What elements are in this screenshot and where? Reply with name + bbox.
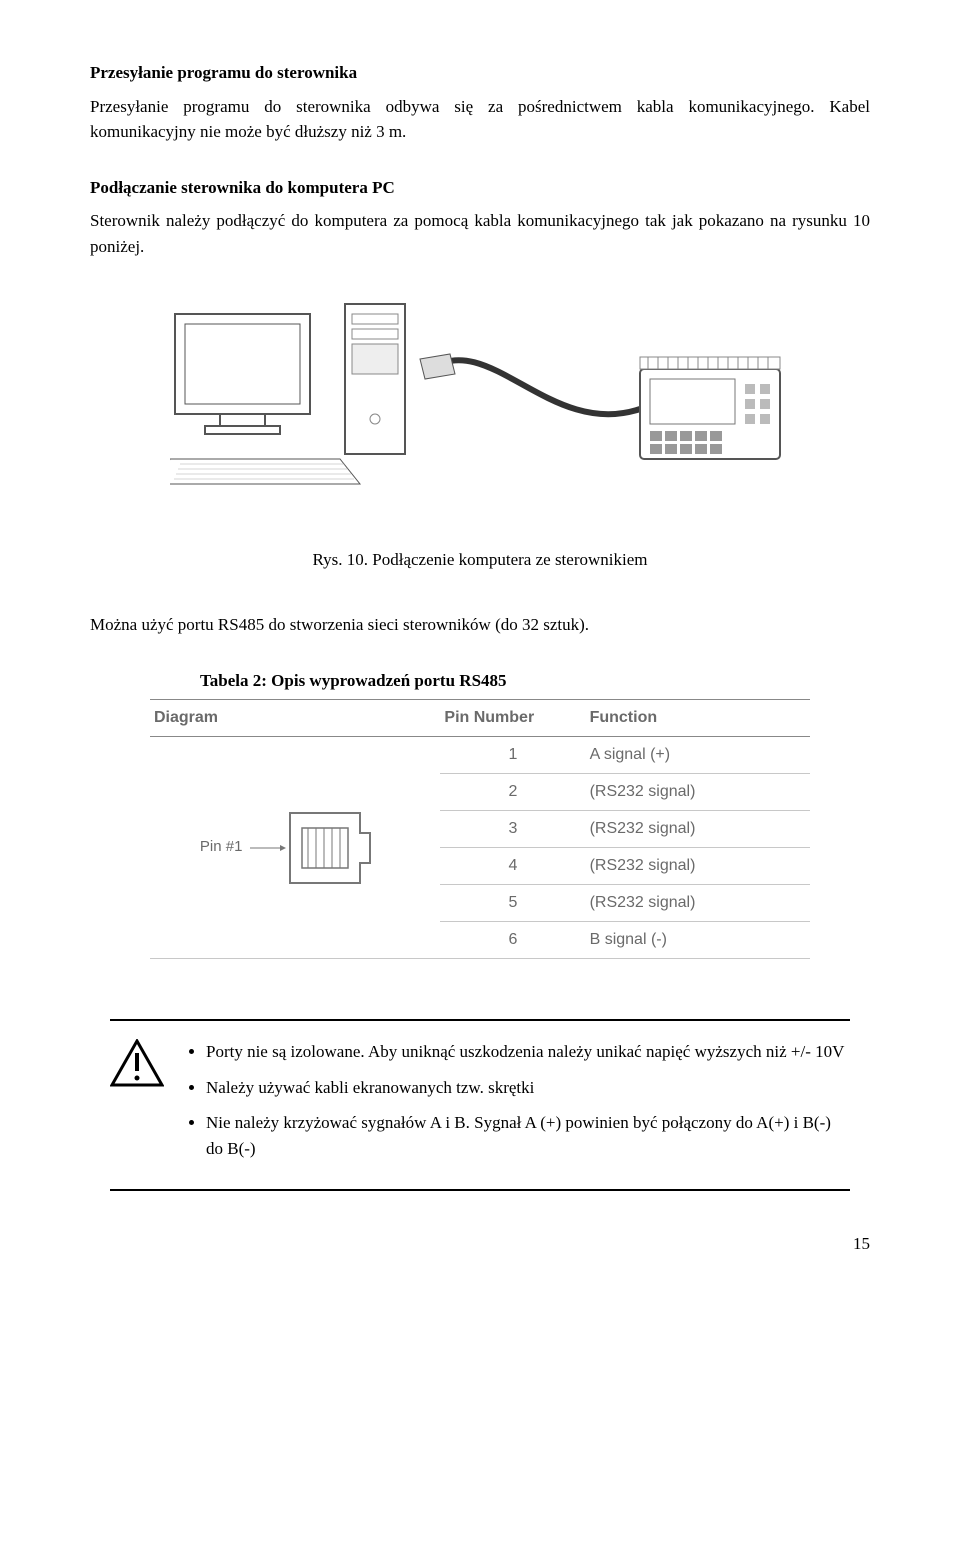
pin-number: 5 — [440, 885, 585, 922]
warning-icon — [110, 1039, 164, 1087]
th-func: Function — [586, 700, 810, 737]
pin-number: 3 — [440, 811, 585, 848]
pin-function: B signal (-) — [586, 922, 810, 959]
pin-function: (RS232 signal) — [586, 811, 810, 848]
warning-notes: Porty nie są izolowane. Aby uniknąć uszk… — [110, 1019, 850, 1191]
figure-connection — [90, 299, 870, 497]
figure1-caption: Rys. 10. Podłączenie komputera ze sterow… — [90, 547, 870, 573]
pinout-table-wrap: Diagram Pin Number Function Pin #1 — [150, 699, 810, 959]
pin-number: 6 — [440, 922, 585, 959]
pin-number: 4 — [440, 848, 585, 885]
list-item: Nie należy krzyżować sygnałów A i B. Syg… — [206, 1110, 850, 1161]
pinout-table: Diagram Pin Number Function Pin #1 — [150, 699, 810, 959]
section1-text: Przesyłanie programu do sterownika odbyw… — [90, 94, 870, 145]
section1-title: Przesyłanie programu do sterownika — [90, 60, 870, 86]
pin-number: 1 — [440, 737, 585, 774]
pin-function: A signal (+) — [586, 737, 810, 774]
th-pin: Pin Number — [440, 700, 585, 737]
notes-list: Porty nie są izolowane. Aby uniknąć uszk… — [184, 1039, 850, 1171]
section2-title: Podłączanie sterownika do komputera PC — [90, 175, 870, 201]
pin1-label: Pin #1 — [200, 836, 243, 859]
section2-text: Sterownik należy podłączyć do komputera … — [90, 208, 870, 259]
pin-function: (RS232 signal) — [586, 774, 810, 811]
diagram-cell: Pin #1 — [150, 737, 440, 959]
list-item: Należy używać kabli ekranowanych tzw. sk… — [206, 1075, 850, 1101]
table-caption: Tabela 2: Opis wyprowadzeń portu RS485 — [200, 668, 870, 694]
pin-function: (RS232 signal) — [586, 848, 810, 885]
th-diagram: Diagram — [150, 700, 440, 737]
pin-number: 2 — [440, 774, 585, 811]
table-row: Pin #1 — [150, 737, 810, 774]
para-after-figure: Można użyć portu RS485 do stworzenia sie… — [90, 612, 870, 638]
page-number: 15 — [90, 1231, 870, 1257]
pin-function: (RS232 signal) — [586, 885, 810, 922]
list-item: Porty nie są izolowane. Aby uniknąć uszk… — [206, 1039, 850, 1065]
